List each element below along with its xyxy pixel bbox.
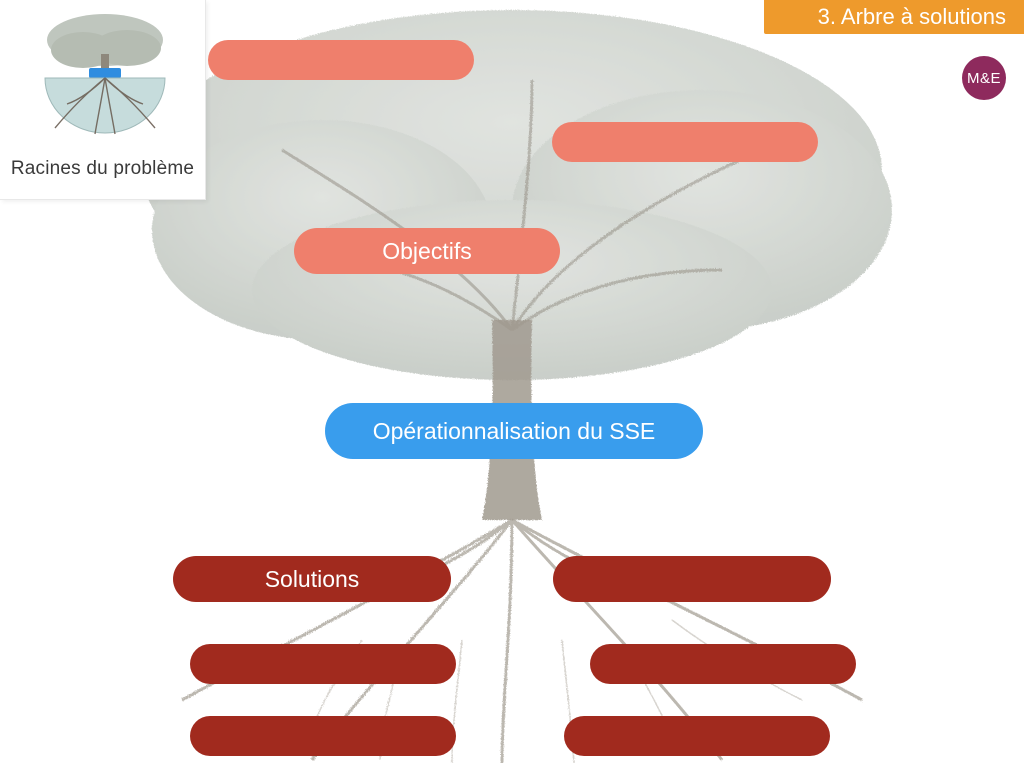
- pill-brown-r3: [564, 716, 830, 756]
- pill-coral-1: [208, 40, 474, 80]
- pill-brown-l2: [190, 644, 456, 684]
- slide-title-bar: 3. Arbre à solutions: [764, 0, 1024, 34]
- pill-brown-l3: [190, 716, 456, 756]
- me-badge: M&E: [962, 56, 1006, 100]
- roots-card: Racines du problème: [0, 0, 206, 200]
- roots-card-tree-icon: [13, 6, 193, 156]
- roots-card-caption: Racines du problème: [11, 158, 194, 180]
- pill-brown-r1: [553, 556, 831, 602]
- pill-operationnalisation: Opérationnalisation du SSE: [325, 403, 703, 459]
- pill-solutions: Solutions: [173, 556, 451, 602]
- pill-objectifs: Objectifs: [294, 228, 560, 274]
- pill-brown-r2: [590, 644, 856, 684]
- pill-coral-2: [552, 122, 818, 162]
